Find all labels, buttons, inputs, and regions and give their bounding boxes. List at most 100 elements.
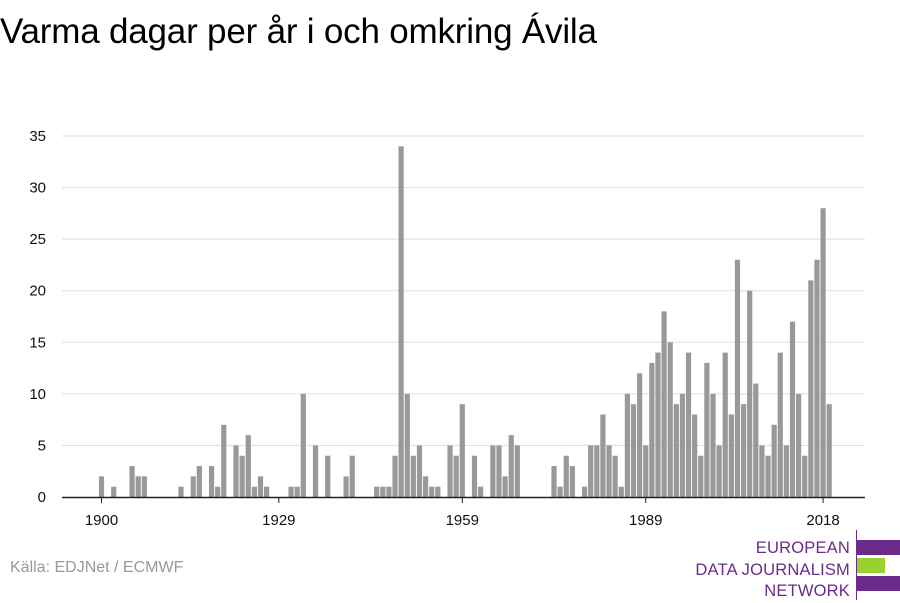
bar-1967	[508, 435, 514, 497]
bar-1993	[667, 342, 673, 497]
x-tick-label: 1959	[446, 512, 479, 529]
x-axis	[62, 496, 865, 503]
source-note: Källa: EDJNet / ECMWF	[10, 559, 184, 576]
bar-1950	[404, 393, 410, 497]
bar-2002	[722, 352, 728, 497]
y-tick-label: 15	[29, 334, 46, 351]
gridlines	[62, 135, 865, 446]
bar-1948	[392, 455, 398, 497]
bars	[98, 146, 832, 497]
bar-1915	[190, 476, 196, 497]
bar-1924	[245, 435, 251, 497]
bar-2000	[710, 393, 716, 497]
bar-1999	[704, 362, 710, 497]
bar-1905	[129, 466, 135, 497]
bar-1918	[208, 466, 215, 497]
bar-2017	[814, 259, 820, 497]
logo-divider	[856, 530, 857, 600]
x-axis-labels: 1900 1929 1959 1989 2018	[85, 512, 840, 529]
bar-2006	[747, 290, 753, 497]
chart-title: Varma dagar per år i och omkring Ávila	[0, 12, 597, 51]
x-tick-label: 1900	[85, 512, 118, 529]
bar-2007	[753, 383, 759, 497]
bar-1949	[398, 146, 404, 497]
bar-2019	[826, 404, 832, 497]
bar-1955	[435, 486, 441, 497]
bar-1968	[514, 445, 520, 497]
logo-bar-bottom	[857, 576, 900, 591]
bar-2014	[796, 393, 802, 497]
bar-1991	[655, 352, 661, 497]
bar-2010	[771, 424, 777, 497]
bar-1900	[98, 476, 105, 497]
bar-1907	[141, 476, 147, 497]
bar-1902	[111, 486, 117, 497]
bar-1966	[502, 476, 508, 497]
bar-1979	[581, 486, 588, 497]
bar-1935	[312, 445, 319, 497]
bar-1941	[349, 455, 355, 497]
bar-1986	[624, 393, 630, 497]
y-tick-label: 25	[29, 231, 46, 248]
bar-1933	[300, 393, 306, 497]
bar-1925	[251, 486, 257, 497]
x-tick-label: 1989	[629, 512, 662, 529]
bar-1954	[429, 486, 435, 497]
bar-1937	[325, 455, 331, 497]
bar-1953	[423, 476, 429, 497]
y-tick-label: 0	[38, 489, 46, 506]
bar-1980	[588, 445, 594, 497]
y-axis-labels: 0 5 10 15 20 25 30 35	[29, 128, 46, 506]
bar-1982	[600, 414, 606, 497]
y-tick-label: 5	[38, 437, 46, 454]
logo-text: EUROPEAN DATA JOURNALISM NETWORK	[695, 538, 850, 603]
y-tick-label: 20	[29, 283, 46, 300]
bar-1927	[264, 486, 270, 497]
y-tick-label: 35	[29, 128, 46, 145]
bar-1997	[692, 414, 698, 497]
bar-1994	[673, 404, 679, 497]
bar-1992	[661, 311, 667, 497]
bar-1974	[551, 466, 557, 497]
bar-1913	[178, 486, 184, 497]
bar-1906	[135, 476, 141, 497]
bar-1984	[612, 455, 618, 497]
bar-1922	[233, 445, 239, 497]
y-tick-label: 10	[29, 386, 46, 403]
bar-1919	[215, 486, 221, 497]
bar-1916	[196, 466, 202, 497]
bar-1931	[288, 486, 294, 497]
x-tick-label: 2018	[806, 512, 839, 529]
logo-line-data-journalism: DATA JOURNALISM	[695, 560, 850, 579]
bar-1947	[386, 486, 392, 497]
logo-line-network: NETWORK	[764, 582, 850, 600]
bar-1998	[698, 455, 704, 497]
bar-1926	[257, 476, 264, 497]
bar-2008	[759, 445, 765, 497]
bar-1975	[557, 486, 563, 497]
bar-1946	[380, 486, 386, 497]
logo-line-european: EUROPEAN	[755, 539, 850, 557]
bar-1920	[221, 424, 227, 497]
bar-1985	[618, 486, 624, 497]
edjnet-logo: EUROPEAN DATA JOURNALISM NETWORK	[695, 530, 900, 600]
bar-1981	[594, 445, 600, 497]
bar-1958	[453, 455, 459, 497]
bar-1940	[343, 476, 349, 497]
bar-1961	[471, 455, 478, 497]
bar-1987	[630, 404, 637, 497]
bar-1964	[490, 445, 496, 497]
bar-2018	[820, 208, 826, 497]
bar-2012	[783, 445, 789, 497]
bar-1977	[569, 466, 575, 497]
bar-2015	[802, 455, 808, 497]
bar-1989	[643, 445, 649, 497]
bar-1923	[239, 455, 245, 497]
bar-2016	[808, 280, 814, 497]
bar-1957	[447, 445, 453, 497]
bar-1976	[563, 455, 569, 497]
bar-1965	[496, 445, 502, 497]
logo-bar-middle	[857, 558, 885, 573]
bar-1952	[416, 445, 423, 497]
